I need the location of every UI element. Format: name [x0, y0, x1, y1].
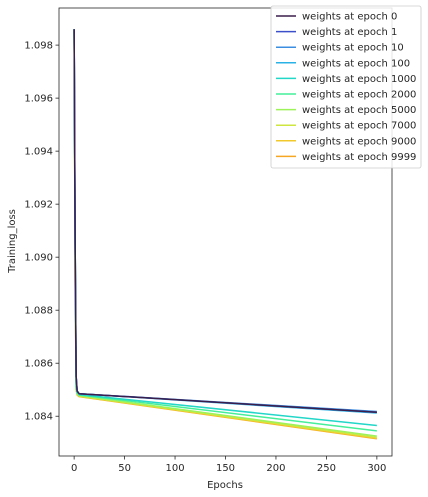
y-tick-label: 1.088	[24, 306, 53, 317]
y-tick-label: 1.098	[24, 41, 53, 52]
x-tick-label: 50	[118, 463, 131, 474]
legend-entry: weights at epoch 10	[302, 43, 404, 54]
x-tick-label: 150	[216, 463, 235, 474]
x-axis-ticks: 0 50 100 150 200 250 300	[71, 456, 386, 474]
legend-entry: weights at epoch 2000	[302, 90, 416, 101]
y-tick-label: 1.092	[24, 200, 53, 211]
x-tick-label: 200	[266, 463, 285, 474]
x-tick-label: 250	[317, 463, 336, 474]
y-axis-label: Training_loss	[7, 209, 18, 274]
legend-entry: weights at epoch 1000	[302, 74, 416, 85]
y-tick-label: 1.084	[24, 412, 53, 423]
series-line-0	[73, 29, 377, 414]
y-axis-ticks: 1.084 1.086 1.088 1.090 1.092 1.094 1.096 1.098	[24, 41, 59, 423]
x-tick-label: 0	[71, 463, 77, 474]
series-lines	[73, 29, 377, 440]
legend-entry: weights at epoch 0	[302, 12, 397, 23]
legend: weights at epoch 0 weights at epoch 1 weig…	[270, 5, 422, 169]
x-axis-label: Epochs	[207, 480, 243, 491]
y-tick-label: 1.086	[24, 359, 53, 370]
legend-entry: weights at epoch 7000	[302, 121, 416, 132]
y-tick-label: 1.090	[24, 253, 53, 264]
legend-entry: weights at epoch 9000	[302, 136, 416, 147]
x-tick-label: 100	[165, 463, 184, 474]
y-tick-label: 1.094	[24, 147, 53, 158]
legend-entry: weights at epoch 100	[302, 58, 410, 69]
legend-entry: weights at epoch 1	[302, 27, 397, 38]
y-tick-label: 1.096	[24, 94, 53, 105]
legend-entry: weights at epoch 9999	[302, 152, 416, 163]
legend-box	[270, 5, 422, 169]
x-tick-label: 300	[367, 463, 386, 474]
legend-entry: weights at epoch 5000	[302, 105, 416, 116]
